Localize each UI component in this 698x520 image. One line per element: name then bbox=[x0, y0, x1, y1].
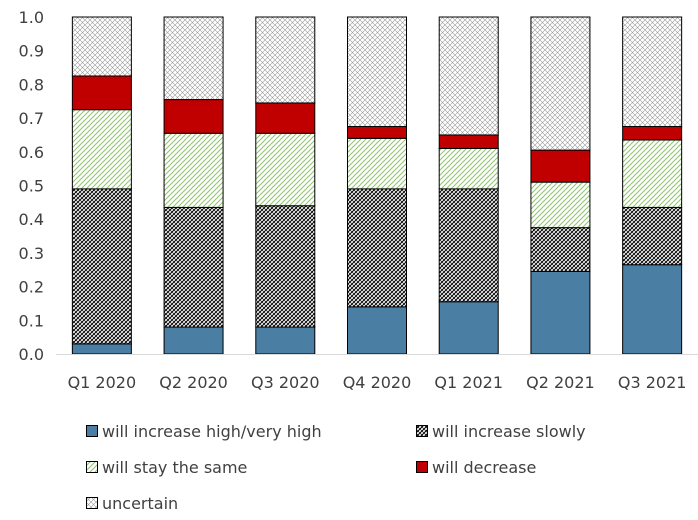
bar-stack bbox=[347, 16, 407, 355]
bar-segment bbox=[163, 326, 224, 355]
y-tick-label: 0.9 bbox=[19, 42, 44, 61]
legend-label: uncertain bbox=[102, 493, 179, 513]
x-tick-label: Q1 2021 bbox=[434, 373, 503, 392]
bar-stack bbox=[255, 16, 316, 355]
bar-segment bbox=[530, 270, 591, 355]
y-tick-label: 0.8 bbox=[19, 75, 44, 94]
legend: will increase high/very high will increas… bbox=[86, 420, 646, 516]
legend-swatch bbox=[416, 425, 428, 437]
bar-segment bbox=[530, 227, 591, 272]
legend-label: will decrease bbox=[432, 457, 537, 477]
bar-stack bbox=[71, 16, 132, 355]
y-axis: 0.0 0.1 0.2 0.3 0.4 0.5 0.6 0.7 0.8 0.9 1.0 bbox=[19, 8, 44, 364]
legend-swatch bbox=[86, 497, 98, 509]
legend-swatch bbox=[86, 425, 98, 437]
bar-stack bbox=[163, 16, 224, 355]
bar-segment bbox=[438, 16, 499, 136]
bar-segment bbox=[255, 102, 316, 134]
bar-segment bbox=[438, 301, 499, 355]
legend-swatch bbox=[86, 461, 98, 473]
y-tick-label: 0.2 bbox=[19, 278, 44, 297]
x-tick-label: Q2 2020 bbox=[159, 373, 228, 392]
legend-swatch-rect bbox=[86, 461, 98, 473]
bar-segment bbox=[255, 326, 316, 355]
bar-segment bbox=[622, 139, 683, 208]
bar-segment bbox=[347, 126, 407, 139]
bar-segment bbox=[71, 343, 132, 355]
bars bbox=[71, 16, 683, 355]
y-tick-label: 0.3 bbox=[19, 244, 44, 263]
legend-label: will stay the same bbox=[102, 457, 248, 477]
bar-segment bbox=[438, 134, 499, 149]
legend-item: will increase high/very high bbox=[86, 420, 322, 442]
bar-segment bbox=[622, 264, 683, 355]
legend-item: will increase slowly bbox=[416, 420, 586, 442]
legend-swatch bbox=[416, 461, 428, 473]
bar-segment bbox=[438, 188, 499, 303]
y-tick-label: 0.0 bbox=[19, 345, 44, 364]
y-tick-label: 0.6 bbox=[19, 143, 44, 162]
x-tick-label: Q2 2021 bbox=[526, 373, 595, 392]
bar-segment bbox=[255, 205, 316, 328]
bar-segment bbox=[71, 188, 132, 345]
bar-segment bbox=[347, 137, 407, 190]
legend-swatch-rect bbox=[416, 425, 428, 437]
bar-segment bbox=[71, 16, 132, 77]
legend-swatch-rect bbox=[416, 461, 428, 473]
legend-label: will increase slowly bbox=[432, 421, 586, 441]
bar-segment bbox=[163, 206, 224, 328]
bar-segment bbox=[622, 126, 683, 141]
bar-segment bbox=[163, 16, 224, 101]
bar-stack bbox=[438, 16, 499, 355]
legend-item: uncertain bbox=[86, 492, 178, 514]
bar-segment bbox=[530, 16, 591, 151]
legend-item: will stay the same bbox=[86, 456, 247, 478]
bar-segment bbox=[622, 206, 683, 266]
x-axis: Q1 2020 Q2 2020 Q3 2020 Q4 2020 Q1 2021 Q2 20… bbox=[56, 354, 698, 392]
y-tick-label: 0.5 bbox=[19, 177, 44, 196]
bar-stack bbox=[530, 16, 591, 355]
bar-segment bbox=[71, 109, 132, 190]
y-tick-label: 0.1 bbox=[19, 311, 44, 330]
bar-segment bbox=[530, 181, 591, 229]
bar-segment bbox=[622, 16, 683, 128]
bar-segment bbox=[255, 132, 316, 207]
bar-segment bbox=[438, 147, 499, 190]
bar-segment bbox=[530, 149, 591, 183]
bar-stack bbox=[622, 16, 683, 355]
bar-segment bbox=[347, 188, 407, 308]
bar-segment bbox=[163, 99, 224, 134]
bar-segment bbox=[347, 306, 407, 355]
x-tick-label: Q1 2020 bbox=[68, 373, 137, 392]
bar-segment bbox=[255, 16, 316, 104]
y-tick-label: 0.7 bbox=[19, 109, 44, 128]
legend-swatch-rect bbox=[86, 497, 98, 509]
bar-segment bbox=[163, 132, 224, 208]
legend-swatch-rect bbox=[86, 425, 98, 437]
y-tick-label: 1.0 bbox=[19, 8, 44, 27]
bar-segment bbox=[71, 75, 132, 111]
y-tick-label: 0.4 bbox=[19, 210, 44, 229]
x-tick-label: Q4 2020 bbox=[343, 373, 412, 392]
legend-label: will increase high/very high bbox=[102, 421, 322, 441]
x-tick-label: Q3 2021 bbox=[618, 373, 687, 392]
legend-item: will decrease bbox=[416, 456, 536, 478]
bar-segment bbox=[347, 16, 407, 128]
x-tick-label: Q3 2020 bbox=[251, 373, 320, 392]
